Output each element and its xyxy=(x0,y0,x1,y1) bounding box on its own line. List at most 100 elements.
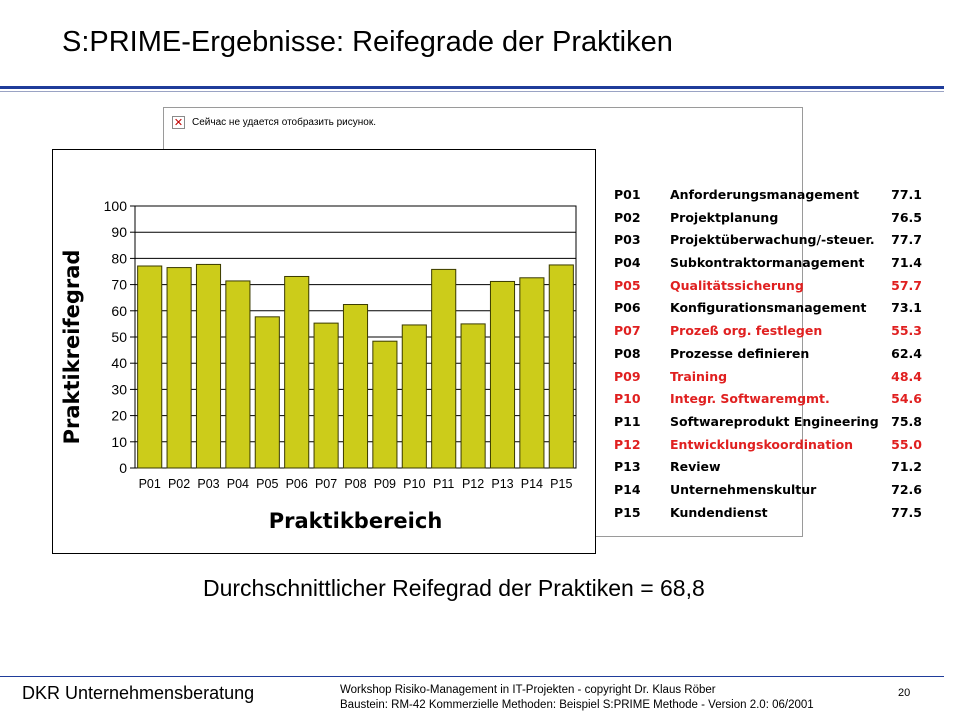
legend-name: Prozeß org. festlegen xyxy=(670,323,823,339)
x-tick-label: P09 xyxy=(374,477,396,491)
practice-legend: P01 Anforderungsmanagement 77.1 P02 Projektp… xyxy=(614,184,922,524)
legend-code: P10 xyxy=(614,391,641,407)
legend-name: Konfigurationsmanagement xyxy=(670,300,867,316)
title-divider xyxy=(0,86,944,89)
bar xyxy=(372,340,398,469)
legend-name: Entwicklungskoordination xyxy=(670,436,854,452)
legend-row: P08 Prozesse definieren 62.4 xyxy=(614,343,922,366)
y-tick-label: 60 xyxy=(111,303,127,319)
legend-row: P15 Kundendienst 77.5 xyxy=(614,502,922,525)
legend-value: 62.4 xyxy=(891,345,922,361)
bar-chart: 0 10 20 30 40 50 60 70 80 90 100 P01 P02 P03 P04 P05 P06… xyxy=(60,198,577,533)
x-tick-label: P15 xyxy=(550,477,572,491)
legend-value: 55.0 xyxy=(891,436,922,452)
bar xyxy=(519,277,545,469)
legend-value: 48.4 xyxy=(891,368,922,384)
average-maturity-text: Durchschnittlicher Reifegrad der Praktik… xyxy=(203,575,705,601)
footer-line-1: Workshop Risiko-Management in IT-Projekt… xyxy=(340,684,716,696)
legend-name: Subkontraktormanagement xyxy=(670,255,865,271)
legend-value: 54.6 xyxy=(891,391,922,407)
legend-name: Integr. Softwaremgmt. xyxy=(670,391,830,407)
legend-row: P07 Prozeß org. festlegen 55.3 xyxy=(614,320,922,343)
x-tick-label: P02 xyxy=(168,477,190,491)
x-tick-label: P05 xyxy=(256,477,278,491)
y-tick-label: 50 xyxy=(111,329,127,345)
legend-value: 71.2 xyxy=(891,459,922,475)
x-tick-label: P01 xyxy=(139,477,161,491)
x-tick-label: P11 xyxy=(433,477,454,491)
x-tick-label: P06 xyxy=(286,477,308,491)
y-tick-label: 80 xyxy=(111,250,127,266)
legend-code: P04 xyxy=(614,255,641,271)
bar xyxy=(548,264,574,469)
y-tick-label: 20 xyxy=(111,408,127,424)
bar xyxy=(342,304,369,469)
bar xyxy=(460,323,486,469)
y-tick-label: 40 xyxy=(111,355,127,371)
legend-row: P13 Review 71.2 xyxy=(614,456,922,479)
legend-code: P12 xyxy=(614,436,641,452)
footer-divider xyxy=(0,676,944,677)
legend-code: P06 xyxy=(614,300,641,316)
footer-organization: DKR Unternehmensberatung xyxy=(22,683,255,703)
bar-chart-panel: 0 10 20 30 40 50 60 70 80 90 100 P01 P02 P03 P04 P05 P06… xyxy=(52,149,596,554)
x-tick-label: P14 xyxy=(521,477,543,491)
page-number: 20 xyxy=(898,687,911,699)
legend-value: 73.1 xyxy=(891,300,922,316)
x-tick-label: P12 xyxy=(462,477,484,491)
bar xyxy=(489,280,516,469)
bar xyxy=(195,263,222,469)
broken-image-text: Сейчас не удается отобразить рисунок. xyxy=(192,117,376,128)
legend-code: P11 xyxy=(614,413,641,429)
bar xyxy=(254,316,280,469)
y-axis-title: Praktikreifegrad xyxy=(60,250,84,445)
legend-value: 75.8 xyxy=(891,413,922,429)
broken-image-icon: ✕ xyxy=(172,116,185,129)
slide-title: S:PRIME-Ergebnisse: Reifegrade der Prakt… xyxy=(62,26,673,58)
legend-name: Qualitätssicherung xyxy=(670,277,804,293)
y-tick-label: 100 xyxy=(104,198,128,214)
legend-name: Anforderungsmanagement xyxy=(670,187,860,202)
legend-row: P01 Anforderungsmanagement 77.1 xyxy=(614,184,922,207)
legend-name: Softwareprodukt Engineering xyxy=(670,413,879,429)
footer-line-2: Baustein: RM-42 Kommerzielle Methoden: B… xyxy=(340,699,814,711)
legend-row: P14 Unternehmenskultur 72.6 xyxy=(614,479,922,502)
legend-row: P10 Integr. Softwaremgmt. 54.6 xyxy=(614,388,922,411)
x-axis-title: Praktikbereich xyxy=(269,509,443,533)
legend-value: 57.7 xyxy=(891,277,922,293)
y-tick-label: 10 xyxy=(111,434,127,450)
bar xyxy=(431,268,457,469)
legend-name: Prozesse definieren xyxy=(670,345,810,361)
legend-code: P07 xyxy=(614,323,641,339)
legend-code: P13 xyxy=(614,459,641,475)
legend-row: P12 Entwicklungskoordination 55.0 xyxy=(614,434,922,457)
bar xyxy=(166,267,192,469)
y-tick-label: 90 xyxy=(111,224,127,240)
legend-name: Kundendienst xyxy=(670,504,768,520)
x-tick-label: P08 xyxy=(344,477,366,491)
legend-value: 72.6 xyxy=(891,481,922,497)
legend-code: P09 xyxy=(614,368,641,384)
x-tick-label: P13 xyxy=(491,477,513,491)
bar xyxy=(401,324,427,469)
legend-row: P03 Projektüberwachung/-steuer. 77.7 xyxy=(614,229,922,252)
legend-code: P03 xyxy=(614,232,641,248)
bar xyxy=(313,322,339,469)
y-tick-label: 30 xyxy=(111,381,127,397)
legend-code: P02 xyxy=(614,209,641,225)
bar xyxy=(284,275,310,469)
legend-code: P14 xyxy=(614,481,641,497)
legend-row: P06 Konfigurationsmanagement 73.1 xyxy=(614,297,922,320)
x-tick-label: P04 xyxy=(227,477,249,491)
legend-row: P09 Training 48.4 xyxy=(614,366,922,389)
legend-code: P05 xyxy=(614,277,641,293)
legend-name: Projektplanung xyxy=(670,209,779,225)
legend-name: Projektüberwachung/-steuer. xyxy=(670,232,875,248)
legend-code: P08 xyxy=(614,345,641,361)
x-tick-label: P07 xyxy=(315,477,337,491)
legend-value: 76.5 xyxy=(891,209,922,225)
y-tick-label: 0 xyxy=(119,460,127,476)
legend-value: 77.5 xyxy=(891,504,922,520)
x-tick-label: P10 xyxy=(403,477,425,491)
legend-name: Unternehmenskultur xyxy=(670,481,817,497)
